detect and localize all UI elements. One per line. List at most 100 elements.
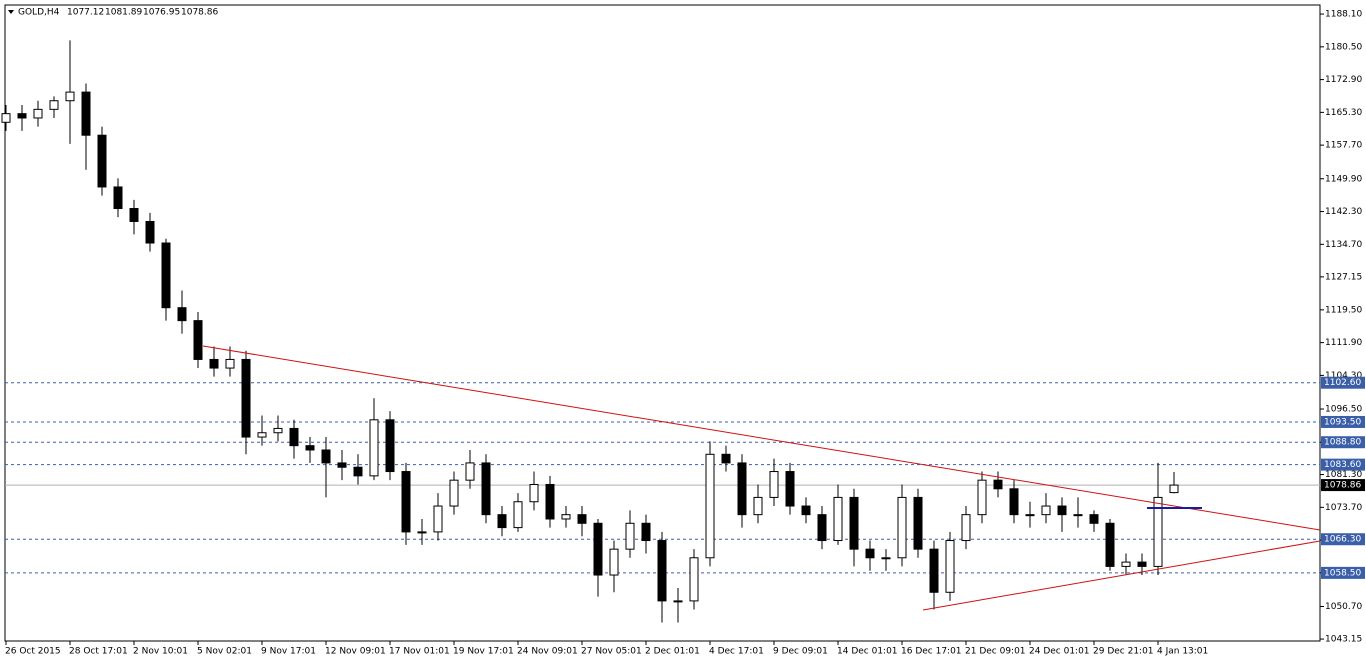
y-tick-label: 1119.50 (1325, 305, 1362, 315)
candle-body (1, 113, 11, 123)
y-tick-label: 1172.90 (1325, 75, 1362, 85)
candle-body (81, 91, 91, 136)
price-label: 1078.86 (1324, 481, 1361, 491)
y-tick-label: 1142.30 (1325, 207, 1362, 217)
candle-body (1121, 561, 1131, 567)
candle-body (993, 479, 1003, 490)
candle-body (353, 466, 363, 477)
x-tick-label: 12 Nov 09:01 (325, 647, 386, 657)
y-tick-label: 1073.70 (1325, 503, 1362, 513)
candle-body (705, 453, 715, 559)
x-tick-label: 4 Jan 13:01 (1157, 647, 1208, 657)
y-tick-label: 1104.30 (1325, 371, 1362, 381)
candle-body (401, 471, 411, 533)
price-label-bg (1321, 479, 1365, 492)
candle-body (273, 427, 283, 434)
candle-body (577, 514, 587, 524)
y-tick-label: 1188.10 (1325, 10, 1362, 20)
candle-body (481, 462, 491, 516)
candle-body (1169, 484, 1179, 494)
chart-title: GOLD,H4 (18, 8, 60, 18)
level-label-bg (1321, 415, 1365, 428)
ohlc-high: 1081.89 (105, 8, 142, 18)
y-tick-label: 1180.50 (1325, 42, 1362, 52)
candle-body (801, 505, 811, 516)
axis-layer: 1188.10 1180.50 1172.90 1165.30 1157.70 1149.… (5, 10, 1365, 657)
candle-body (609, 548, 619, 576)
level-label: 1088.80 (1324, 438, 1361, 448)
y-tick-label: 1111.90 (1325, 338, 1362, 348)
candle-body (593, 522, 603, 576)
candle-body (1057, 505, 1067, 516)
candle-body (913, 496, 923, 550)
candle-body (961, 514, 971, 542)
candle-body (657, 540, 667, 602)
x-tick-label: 14 Dec 01:01 (837, 647, 898, 657)
ohlc-close: 1078.86 (181, 8, 218, 18)
candle-body (945, 540, 955, 593)
x-tick-label: 29 Dec 21:01 (1093, 647, 1154, 657)
candle-body (113, 186, 123, 210)
candle-body (337, 462, 347, 468)
candle-body (33, 108, 43, 119)
candle-body (881, 557, 891, 560)
candle-body (449, 479, 459, 507)
trendline (922, 540, 1321, 611)
x-tick-label: 26 Oct 2015 (5, 647, 61, 657)
x-tick-label: 5 Nov 02:01 (197, 647, 252, 657)
candle-body (321, 449, 331, 464)
level-label: 1058.50 (1324, 568, 1361, 578)
candle-body (625, 522, 635, 550)
level-label-bg (1321, 376, 1365, 389)
ohlc-open: 1077.12 (67, 8, 104, 18)
x-tick-label: 24 Nov 09:01 (517, 647, 578, 657)
level-label: 1093.50 (1324, 417, 1361, 427)
x-tick-label: 2 Dec 01:01 (645, 647, 700, 657)
level-label: 1102.60 (1324, 378, 1361, 388)
candle-body (225, 358, 235, 369)
x-tick-label: 24 Dec 01:01 (1029, 647, 1090, 657)
x-tick-label: 16 Dec 17:01 (901, 647, 962, 657)
candle-body (497, 514, 507, 529)
level-label-bg (1321, 436, 1365, 449)
candle-body (641, 522, 651, 542)
candle-body (785, 471, 795, 507)
ohlc-low: 1076.95 (143, 8, 180, 18)
candle-body (1009, 488, 1019, 516)
candle-body (193, 320, 203, 360)
candle-body (721, 453, 731, 464)
candle-body (561, 514, 571, 520)
menu-arrow[interactable] (8, 10, 14, 14)
candle-body (1025, 514, 1035, 517)
level-label: 1083.60 (1324, 460, 1361, 470)
candle-body (385, 419, 395, 473)
candle-body (1137, 561, 1147, 567)
x-tick-label: 19 Nov 17:01 (453, 647, 514, 657)
y-tick-label: 1149.90 (1325, 174, 1362, 184)
candle-body (129, 208, 139, 222)
y-tick-label: 1096.50 (1325, 405, 1362, 415)
candle-body (529, 483, 539, 503)
x-tick-label: 9 Nov 17:01 (261, 647, 316, 657)
y-tick-label: 1050.70 (1325, 602, 1362, 612)
candle-body (417, 531, 427, 534)
candle-body (849, 496, 859, 550)
x-tick-label: 21 Dec 09:01 (965, 647, 1026, 657)
candle-body (177, 307, 187, 322)
x-tick-label: 4 Dec 17:01 (709, 647, 764, 657)
candle-body (97, 134, 107, 188)
x-tick-label: 17 Nov 01:01 (389, 647, 450, 657)
candle-body (929, 548, 939, 593)
y-tick-label: 1127.15 (1325, 272, 1362, 282)
candle-body (65, 91, 75, 102)
x-tick-label: 27 Nov 05:01 (581, 647, 642, 657)
candle-body (737, 462, 747, 516)
candle-body (1153, 496, 1163, 567)
candle-body (289, 427, 299, 447)
y-tick-label: 1157.70 (1325, 141, 1362, 151)
candle-body (465, 462, 475, 481)
candle-body (545, 483, 555, 520)
candle-body (161, 242, 171, 309)
